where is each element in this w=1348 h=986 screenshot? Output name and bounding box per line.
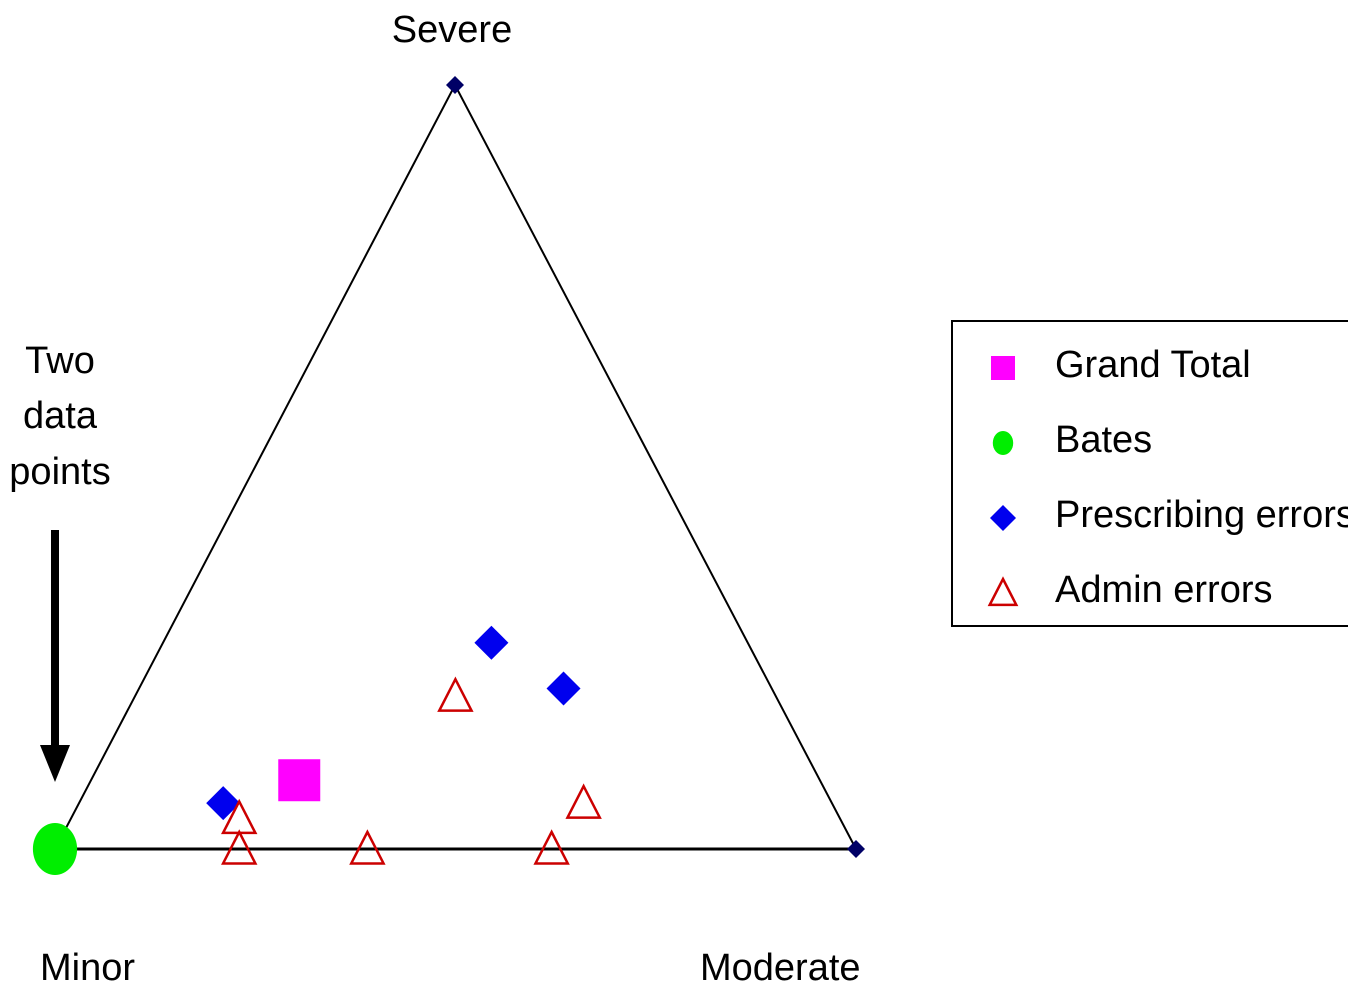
data-point (32, 823, 78, 875)
vertex-label-moderate: Moderate (700, 947, 861, 986)
legend-label: Grand Total (1055, 344, 1251, 386)
data-point (206, 786, 241, 821)
data-point (221, 829, 258, 865)
data-point (474, 625, 509, 660)
data-markers (32, 625, 602, 875)
legend-marker (991, 356, 1015, 380)
series-prescribing-errors (206, 625, 581, 821)
vertex-label-minor: Minor (40, 947, 135, 986)
annotation: Two data points (9, 340, 111, 782)
data-point (565, 783, 602, 819)
legend-entry: Admin errors (987, 569, 1273, 611)
series-admin-errors (221, 676, 602, 865)
data-point (533, 829, 570, 865)
legend-box (951, 320, 1348, 627)
legend-entry: Grand Total (991, 344, 1251, 386)
annotation-line-2: data (23, 395, 98, 437)
legend: Grand Total Bates Prescribing errors Admin … (951, 320, 1348, 627)
legend-marker (990, 505, 1016, 531)
triangle-frame (53, 76, 865, 858)
annotation-arrow-head (40, 745, 70, 782)
annotation-line-1: Two (25, 340, 95, 382)
data-point (437, 676, 474, 712)
legend-marker (992, 431, 1014, 455)
vertex-label-severe: Severe (392, 9, 512, 51)
data-point (546, 671, 581, 706)
data-point (349, 829, 386, 865)
vertex-marker-moderate (847, 840, 865, 858)
triangle-outline (53, 82, 858, 850)
legend-label: Bates (1055, 419, 1152, 461)
series-grand-total (278, 759, 321, 802)
legend-marker (987, 576, 1019, 607)
vertex-marker-severe (446, 76, 464, 94)
legend-entry: Prescribing errors (990, 494, 1348, 536)
data-point (278, 759, 321, 802)
annotation-line-3: points (9, 451, 110, 493)
series-bates (32, 823, 78, 875)
legend-entry: Bates (992, 419, 1152, 461)
legend-label: Prescribing errors (1055, 494, 1348, 536)
legend-label: Admin errors (1055, 569, 1273, 611)
